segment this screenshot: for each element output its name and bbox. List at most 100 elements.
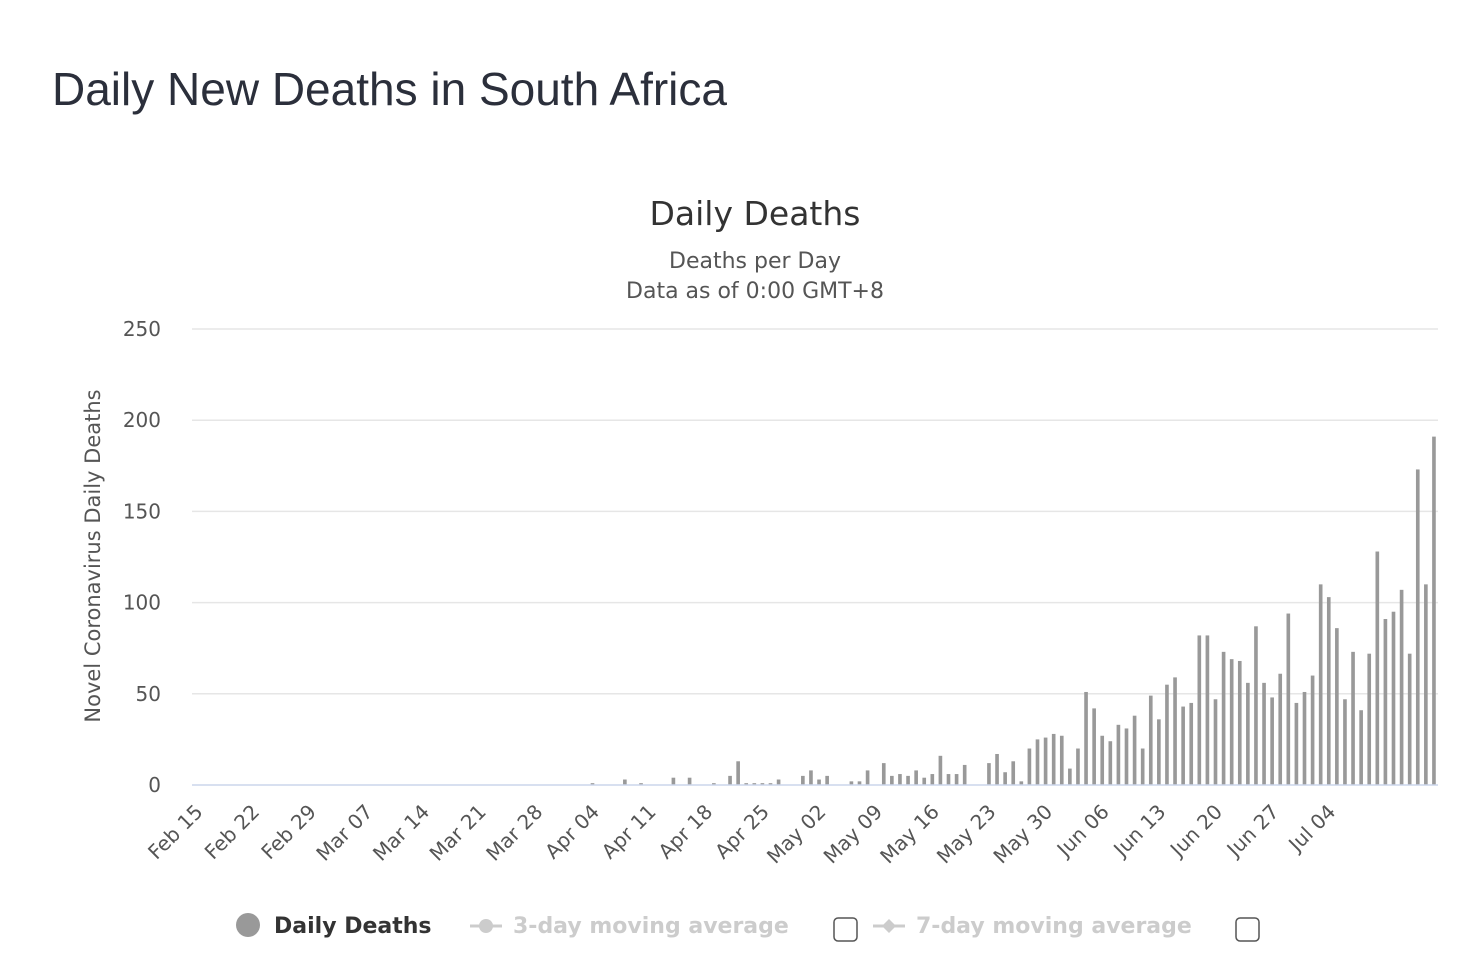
bar[interactable] [946, 774, 951, 785]
bar[interactable] [1003, 772, 1007, 785]
bar[interactable] [906, 775, 910, 785]
bar[interactable] [1351, 651, 1355, 785]
bar[interactable] [1318, 584, 1323, 785]
bar[interactable] [1359, 710, 1363, 785]
bar[interactable] [1132, 715, 1137, 785]
bar[interactable] [639, 783, 643, 785]
bar[interactable] [1059, 735, 1064, 785]
bar[interactable] [744, 783, 749, 785]
bar[interactable] [954, 774, 959, 785]
bar[interactable] [1375, 551, 1380, 785]
bar[interactable] [809, 770, 813, 785]
bar[interactable] [987, 763, 991, 785]
checkbox-3-day-average[interactable] [833, 917, 858, 942]
x-tick-label: May 23 [932, 800, 1001, 869]
bar[interactable] [1181, 706, 1185, 785]
legend-item-daily-deaths[interactable]: Daily Deaths [236, 913, 432, 939]
bar[interactable] [825, 775, 829, 785]
bar[interactable] [881, 763, 886, 785]
bar[interactable] [752, 783, 757, 785]
bar[interactable] [1189, 702, 1194, 785]
bar[interactable] [865, 770, 870, 785]
bar[interactable] [801, 775, 805, 785]
bar[interactable] [1124, 728, 1129, 785]
bar[interactable] [1027, 748, 1032, 785]
bar[interactable] [930, 774, 935, 785]
legend-item-7-day-average[interactable]: 7-day moving average [873, 914, 1260, 942]
bar[interactable] [962, 764, 967, 785]
bar[interactable] [1165, 684, 1169, 785]
bar[interactable] [1294, 702, 1299, 785]
bar[interactable] [849, 781, 854, 785]
bar[interactable] [1035, 739, 1040, 785]
bar[interactable] [1286, 613, 1291, 785]
bar[interactable] [712, 783, 716, 785]
bar[interactable] [1213, 699, 1218, 785]
bar[interactable] [1391, 611, 1396, 785]
bar[interactable] [1084, 691, 1088, 785]
bar[interactable] [1011, 761, 1016, 785]
bar[interactable] [1237, 660, 1242, 785]
bar[interactable] [890, 775, 894, 785]
bar[interactable] [736, 761, 740, 785]
bar[interactable] [1140, 748, 1145, 785]
bar[interactable] [914, 770, 918, 785]
bar[interactable] [1051, 733, 1056, 785]
bar[interactable] [623, 779, 627, 785]
bar[interactable] [1092, 708, 1096, 785]
bar[interactable] [1229, 659, 1234, 785]
bar[interactable] [1367, 653, 1372, 785]
bar[interactable] [1310, 675, 1315, 785]
bar[interactable] [1116, 724, 1121, 785]
bar[interactable] [590, 783, 595, 785]
bar[interactable] [728, 775, 732, 785]
legend-circle-icon [479, 919, 493, 933]
bar[interactable] [1335, 628, 1339, 785]
bar[interactable] [817, 779, 821, 785]
bar[interactable] [938, 755, 943, 785]
bar[interactable] [1246, 682, 1250, 785]
y-tick-label: 100 [123, 591, 161, 615]
bar[interactable] [687, 777, 692, 785]
bar[interactable] [1068, 768, 1072, 785]
bar[interactable] [1173, 677, 1177, 785]
bar[interactable] [1424, 584, 1428, 785]
bar[interactable] [857, 781, 862, 785]
x-tick-label: Feb 15 [143, 800, 208, 865]
bar[interactable] [1043, 737, 1048, 785]
bar[interactable] [1270, 697, 1274, 785]
grid-lines [192, 328, 1438, 695]
bar[interactable] [1157, 719, 1161, 785]
bar[interactable] [671, 777, 676, 785]
bar[interactable] [1302, 691, 1307, 785]
bar[interactable] [776, 779, 781, 785]
bar[interactable] [898, 774, 902, 785]
legend-item-3-day-average[interactable]: 3-day moving average [470, 914, 858, 942]
bar[interactable] [1399, 589, 1404, 785]
bar[interactable] [1108, 741, 1113, 785]
bar[interactable] [1205, 635, 1210, 785]
bar[interactable] [1019, 781, 1024, 785]
bar[interactable] [1383, 619, 1388, 785]
bar[interactable] [1100, 735, 1105, 785]
bar[interactable] [1197, 635, 1202, 785]
bar[interactable] [760, 783, 765, 785]
bar[interactable] [1254, 626, 1258, 785]
bar[interactable] [1432, 436, 1436, 785]
bar[interactable] [768, 783, 773, 785]
bar[interactable] [995, 753, 999, 785]
bar[interactable] [1148, 695, 1153, 785]
bar[interactable] [1262, 682, 1266, 785]
bar[interactable] [1076, 748, 1080, 785]
bar[interactable] [1407, 653, 1412, 785]
checkbox-7-day-average[interactable] [1235, 917, 1260, 942]
bar[interactable] [922, 777, 927, 785]
bar[interactable] [1278, 673, 1283, 785]
bar[interactable] [1221, 651, 1226, 785]
y-tick-label: 50 [136, 682, 161, 706]
bar[interactable] [1326, 597, 1331, 785]
x-tick-label: Jun 13 [1107, 800, 1170, 863]
bar[interactable] [1343, 699, 1347, 785]
bar[interactable] [1415, 469, 1420, 785]
